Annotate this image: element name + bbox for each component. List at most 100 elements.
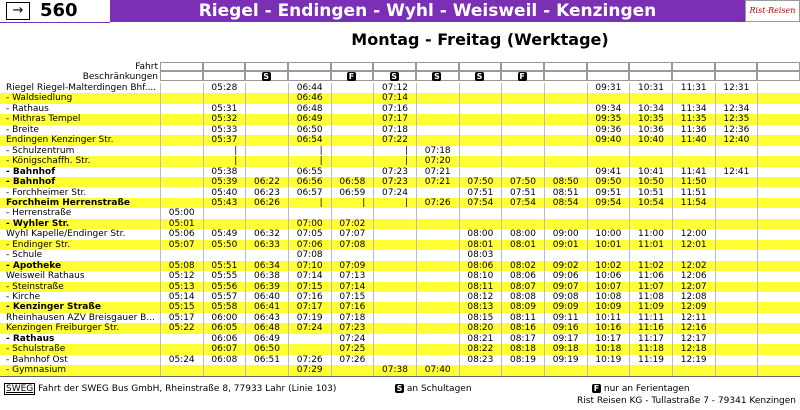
time: 05:49 (211, 229, 238, 240)
column-line (672, 83, 673, 376)
time: 09:11 (552, 312, 579, 323)
restriction: S (389, 71, 399, 81)
restriction-box (544, 71, 587, 81)
time: 05:43 (211, 197, 238, 208)
time: 08:23 (467, 354, 494, 365)
time: 09:36 (595, 124, 622, 135)
stop-name: - Wyhler Str. (6, 218, 70, 229)
column-line (544, 83, 545, 376)
time: 05:12 (168, 271, 195, 282)
time: | (319, 145, 323, 156)
fahrt-box (544, 62, 587, 71)
time: 06:41 (254, 302, 280, 313)
stop-name: Endingen Kenzinger Str. (6, 135, 114, 146)
time: 06:07 (211, 344, 238, 355)
time: 06:32 (254, 229, 280, 240)
time: 08:01 (467, 239, 494, 250)
time: 07:51 (510, 187, 536, 198)
time: 11:16 (638, 323, 664, 334)
time: 07:16 (339, 302, 366, 313)
time: 11:50 (680, 177, 707, 188)
row-bg (0, 302, 800, 313)
column-line (757, 83, 759, 376)
s-text: an Schultagen (406, 384, 472, 394)
restriction: S (261, 71, 271, 81)
time: 06:46 (296, 93, 323, 104)
time: 11:08 (638, 292, 664, 302)
stop-name: - Gymnasium (6, 365, 67, 376)
time: 10:07 (595, 281, 622, 292)
time: 10:35 (638, 114, 664, 125)
stop-name: - Königschaffh. Str. (6, 156, 91, 167)
time: 07:26 (296, 354, 323, 365)
time: 12:17 (680, 333, 707, 344)
time: 06:55 (296, 166, 323, 177)
stop-name: - Rathaus (6, 333, 55, 344)
time: 12:31 (723, 83, 750, 93)
restriction-box (160, 71, 203, 81)
stop-name: Wyhl Kapelle/Endinger Str. (6, 229, 126, 240)
time: | (319, 156, 323, 167)
stop-name: - Breite (6, 124, 39, 135)
column-line (330, 83, 332, 376)
time: 08:06 (510, 271, 536, 282)
time: 12:00 (680, 229, 707, 240)
time: 12:06 (680, 271, 707, 282)
time: 09:19 (552, 354, 579, 365)
stop-name: - Mithras Tempel (6, 114, 81, 125)
time: 09:08 (552, 292, 579, 302)
row-bg (0, 365, 800, 376)
footer-f: F nur an Ferientagen (592, 384, 690, 394)
time: 05:58 (211, 302, 238, 313)
stop-name: - Forchheimer Str. (6, 187, 87, 198)
row-bg (0, 312, 800, 324)
time: 11:11 (638, 312, 664, 323)
time: 05:13 (168, 281, 195, 292)
time: 10:51 (638, 187, 664, 198)
row-bg (0, 83, 800, 94)
time: 11:35 (680, 114, 707, 125)
time: 07:23 (382, 177, 408, 188)
time: 11:40 (680, 135, 707, 146)
fahrt-box (458, 62, 502, 71)
time: 10:50 (638, 177, 664, 188)
fahrt-label: Fahrt (135, 62, 158, 72)
time: 09:01 (552, 239, 579, 250)
time: 08:01 (510, 239, 536, 250)
time: 06:49 (296, 114, 323, 125)
stop-name: - Bahnhof (6, 166, 56, 177)
time: 09:35 (595, 114, 622, 125)
time: 07:17 (296, 302, 323, 313)
time: 06:59 (339, 187, 366, 198)
time: 09:41 (595, 166, 622, 177)
time: 06:56 (296, 177, 323, 188)
s-badge: S (395, 384, 404, 393)
row-bg (0, 135, 800, 146)
stop-name: - Bahnhof (6, 177, 56, 188)
row-bg (0, 156, 800, 167)
row-bg (0, 260, 800, 272)
time: 07:14 (339, 281, 366, 292)
time: 07:00 (296, 218, 323, 229)
row-bg (0, 250, 800, 261)
time: 05:00 (168, 208, 195, 219)
time: 12:40 (723, 135, 750, 146)
column-line (501, 83, 503, 376)
time: 11:31 (680, 83, 707, 93)
stop-name: - Schulstraße (6, 344, 66, 355)
time: 07:24 (339, 333, 366, 344)
time: 05:07 (168, 239, 195, 250)
time: 11:09 (638, 302, 664, 313)
fahrt-box (672, 62, 715, 71)
stop-name: - Schulzentrum (6, 145, 75, 156)
time: 06:58 (339, 177, 366, 188)
time: | (404, 145, 408, 156)
f-badge: F (592, 384, 601, 393)
time: 07:26 (339, 354, 366, 365)
time: 07:16 (382, 103, 408, 114)
time: 07:23 (382, 166, 408, 177)
time: 09:07 (552, 281, 579, 292)
fahrt-box (586, 62, 630, 71)
time: 08:13 (467, 302, 494, 313)
time: 12:01 (680, 239, 707, 250)
